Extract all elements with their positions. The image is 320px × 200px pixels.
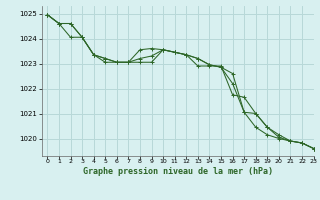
X-axis label: Graphe pression niveau de la mer (hPa): Graphe pression niveau de la mer (hPa) [83,167,273,176]
